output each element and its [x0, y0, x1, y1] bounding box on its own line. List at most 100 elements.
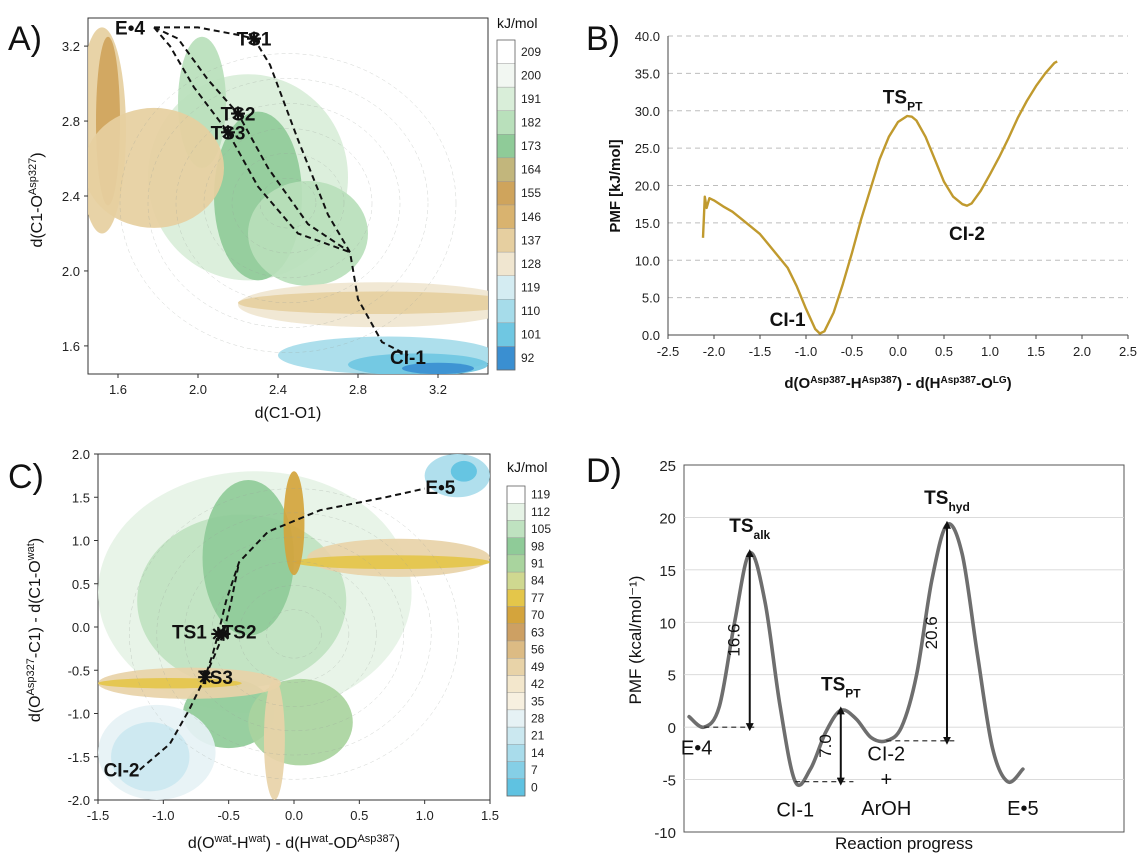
c-colorbar-cell: [506, 606, 526, 624]
a-colorbar-tick: 200: [521, 68, 541, 82]
a-x-tick-label: 2.4: [269, 382, 287, 397]
panel-b-state-label: CI-2: [949, 224, 985, 245]
panel-c-labels: E•5 TS1 TS2 TS3 CI-2: [104, 478, 456, 782]
a-y-tick-label: 3.2: [62, 39, 80, 54]
a-colorbar-cell: [496, 134, 516, 159]
panel-b-labels: TSPT CI-2 CI-1: [770, 87, 985, 331]
c-colorbar-cell: [506, 640, 526, 659]
c-colorbar-cell: [506, 778, 526, 797]
a-colorbar-tick: 146: [521, 210, 541, 224]
panel-d-state-label: E•5: [1007, 798, 1038, 820]
c-state-label: TS1: [172, 622, 207, 643]
a-colorbar-tick: 191: [521, 92, 541, 106]
c-x-tick-label: -1.0: [152, 808, 174, 823]
panel-d-state-label: ArOH: [861, 798, 911, 820]
a-contour-blob: [238, 291, 488, 315]
panel-b-x-tick-label: 0.0: [889, 344, 907, 359]
a-y-tick-label: 2.8: [62, 114, 80, 129]
c-colorbar-cell: [506, 485, 526, 504]
a-contour-blob: [248, 181, 368, 286]
panel-b-x-tick-label: -0.5: [841, 344, 863, 359]
panel-d-y-tick-label: 5: [668, 668, 676, 685]
a-colorbar-cell: [496, 228, 516, 253]
panel-d-y-label: PMF (kcal/mol⁻¹): [626, 576, 645, 705]
panel-b-y-tick-label: 20.0: [635, 179, 660, 194]
a-colorbar-cell: [496, 181, 516, 206]
c-y-tick-label: -0.5: [68, 663, 90, 678]
c-colorbar-tick: 70: [531, 608, 545, 622]
a-reaction-path: [153, 26, 351, 254]
c-colorbar-tick: 63: [531, 625, 545, 639]
c-colorbar-cell: [506, 675, 526, 693]
c-colorbar-tick: 21: [531, 729, 545, 743]
panel-b-y-label: PMF [kJ/mol]: [607, 139, 624, 232]
panel-d-plot-area: [683, 464, 1125, 833]
panel-letter-d: D): [586, 452, 622, 490]
a-contour-line: [231, 153, 345, 254]
c-x-tick-label: 0.0: [285, 808, 303, 823]
panel-letter-b: B): [586, 20, 620, 58]
panel-b-pmf-line: [701, 60, 1058, 335]
c-state-label: E•5: [425, 478, 455, 499]
c-y-tick-label: 0.0: [72, 620, 90, 635]
c-y-tick-label: 0.5: [72, 577, 90, 592]
c-x-tick-label: 1.0: [416, 808, 434, 823]
panel-a-x-ticks: 1.6 2.0 2.4 2.8 3.2: [109, 374, 447, 397]
a-contour-blob: [88, 107, 224, 228]
panel-b-state-label: TSPT: [883, 87, 923, 113]
a-colorbar-tick: 119: [521, 281, 540, 295]
a-colorbar-tick: 155: [521, 186, 541, 200]
panel-c-heatmap: E•5 TS1 TS2 TS3 CI-2 -1.5 -1.0 -0.5 0.0 0.5 1.0 1.…: [25, 447, 551, 852]
a-colorbar-tick: 209: [521, 45, 541, 59]
panel-b-state-label-main: CI-2: [949, 224, 985, 245]
c-colorbar-tick: 28: [531, 712, 545, 726]
c-colorbar-cell: [506, 658, 526, 676]
a-contour-line: [203, 128, 373, 279]
panel-d-y-ticks: -10 -5 0 5 10 15 20 25: [654, 458, 676, 842]
panel-d-state-label-main: TS: [729, 516, 753, 537]
a-colorbar-cell: [496, 157, 516, 182]
c-colorbar-cell: [506, 692, 526, 711]
panel-a-colorbar-title: kJ/mol: [497, 15, 537, 31]
a-colorbar-tick: 101: [521, 328, 541, 342]
panel-b-x-tick-label: -1.0: [795, 344, 817, 359]
panel-b-series: [701, 60, 1058, 335]
a-colorbar-tick: 128: [521, 257, 541, 271]
panel-letter-a: A): [8, 20, 42, 58]
a-state-label: TS1: [237, 30, 272, 51]
panel-b-x-tick-label: 1.5: [1027, 344, 1045, 359]
panel-d-state-label-sub: PT: [845, 686, 861, 700]
c-colorbar-tick: 105: [531, 522, 551, 536]
panel-d-barrier-value: 7.0: [816, 734, 835, 758]
panel-c-reaction-paths: [139, 487, 425, 771]
panel-c-x-ticks: -1.5 -1.0 -0.5 0.0 0.5 1.0 1.5: [87, 800, 499, 823]
c-y-tick-label: 2.0: [72, 447, 90, 462]
panel-b-y-ticks: 0.0 5.0 10.0 15.0 20.0 25.0 30.0 35.0 40.0: [635, 29, 660, 343]
c-contour-line: [211, 561, 377, 707]
panel-d-state-label-main: E•4: [681, 737, 712, 759]
panel-a-ts-markers: [221, 31, 261, 140]
a-colorbar-cell: [496, 63, 516, 88]
panel-c-y-ticks: -2.0 -1.5 -1.0 -0.5 0.0 0.5 1.0 1.5 2.0: [68, 447, 98, 808]
panel-d-x-label: Reaction progress: [835, 834, 973, 853]
a-colorbar-tick: 110: [521, 304, 540, 318]
c-contour-line: [266, 609, 322, 659]
panel-d-state-label: +: [880, 769, 892, 791]
panel-d-barriers: 16.6 7.0 20.6: [704, 520, 955, 786]
c-y-tick-label: -1.5: [68, 750, 90, 765]
a-state-label: CI-1: [390, 348, 426, 369]
a-state-label: TS2: [221, 105, 256, 126]
panel-c-colorbar-title: kJ/mol: [507, 459, 547, 475]
panel-a-y-ticks: 1.6 2.0 2.4 2.8 3.2: [62, 39, 88, 354]
c-colorbar-cell: [506, 503, 526, 521]
panel-b-y-tick-label: 30.0: [635, 104, 660, 119]
a-contour-line: [119, 53, 457, 353]
a-state-label: TS3: [211, 123, 246, 144]
panel-a-y-label: d(C1-OAsp327): [27, 152, 46, 247]
panel-b-x-label: d(OAsp387-HAsp387) - d(HAsp387-OLG): [784, 375, 1011, 393]
panel-b-y-tick-label: 35.0: [635, 66, 660, 81]
c-colorbar-tick: 7: [531, 763, 538, 777]
